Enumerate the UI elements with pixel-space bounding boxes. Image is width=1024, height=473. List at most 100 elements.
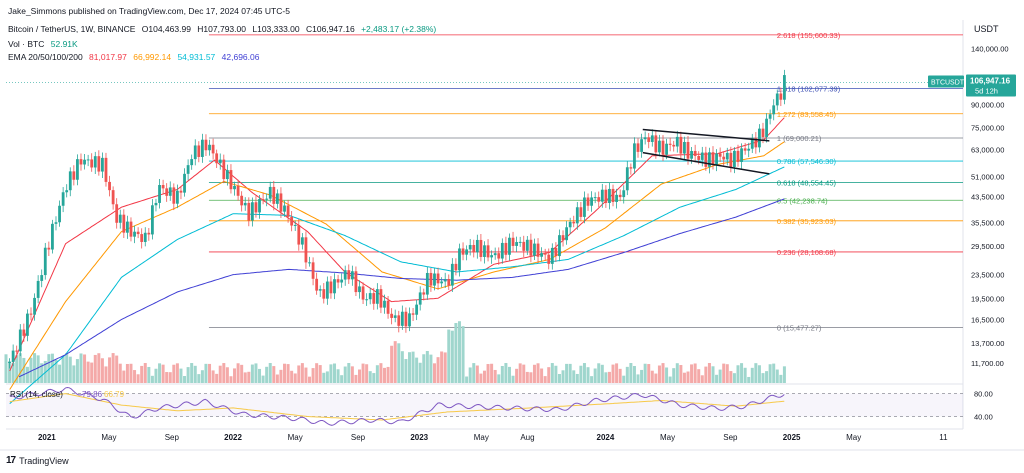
volume-bar — [565, 363, 569, 383]
candle — [683, 141, 686, 154]
volume-bar — [497, 374, 501, 383]
ohlc-low: L103,333.00 — [252, 24, 300, 34]
volume-bar — [586, 367, 590, 383]
candle — [93, 156, 97, 168]
candle — [268, 186, 272, 199]
ema-line-ema100 — [9, 166, 785, 404]
volume-bar — [297, 365, 301, 383]
symbol-title[interactable]: Bitcoin / TetherUS, 1W, BINANCE — [8, 24, 136, 34]
candle — [126, 221, 129, 233]
volume-bar — [90, 362, 94, 383]
volume-bar — [690, 364, 694, 383]
candle — [58, 205, 61, 223]
candle — [761, 128, 765, 138]
volume-bar — [400, 351, 404, 383]
candle — [65, 190, 69, 193]
candle — [443, 278, 447, 282]
candle — [300, 237, 304, 245]
price-tag-value: 106,947.16 — [970, 76, 1011, 85]
volume-bar — [175, 363, 179, 383]
volume-bar — [518, 363, 522, 383]
volume-bar — [193, 365, 197, 383]
volume-bar — [593, 368, 597, 383]
volume-bar — [75, 359, 79, 383]
candle — [197, 145, 201, 157]
date-tick-label: 2025 — [783, 433, 801, 442]
candle — [204, 139, 208, 151]
fib-level-label: 0.618 (48,554.45) — [777, 179, 837, 188]
volume-bar — [300, 363, 304, 383]
volume-bar — [172, 364, 176, 383]
ema-label[interactable]: EMA 20/50/100/200 — [8, 52, 83, 62]
tradingview-logo[interactable]: 17 TradingView — [6, 455, 69, 466]
trend-line[interactable] — [642, 151, 770, 175]
candle — [76, 159, 79, 180]
ema200-value: 42,696.06 — [221, 52, 260, 62]
volume-bar — [111, 353, 115, 383]
candle — [43, 247, 47, 276]
candle — [72, 171, 76, 180]
volume-bar — [622, 375, 626, 383]
volume-bar — [450, 330, 454, 383]
volume-bar — [261, 375, 265, 383]
candle — [500, 242, 504, 259]
candle — [586, 197, 590, 206]
candle — [568, 221, 572, 228]
candle — [722, 156, 726, 160]
currency-label: USDT — [974, 24, 999, 34]
candle — [283, 205, 286, 212]
candle — [518, 241, 522, 243]
volume-bar — [93, 354, 97, 383]
candle — [133, 231, 136, 237]
candle — [22, 329, 26, 336]
candle — [272, 186, 276, 204]
fib-level-label: 0 (15,477.27) — [777, 324, 822, 333]
rsi-tick-label: 80.00 — [974, 390, 993, 399]
trend-line[interactable] — [642, 128, 770, 142]
volume-bar — [322, 372, 326, 383]
volume-bar — [54, 359, 58, 383]
volume-bar — [393, 341, 397, 383]
candle — [629, 167, 633, 169]
rsi-line — [9, 386, 785, 426]
candle — [104, 157, 108, 182]
candle — [468, 244, 472, 250]
candle — [690, 150, 693, 159]
volume-bar — [368, 371, 372, 383]
candle — [575, 207, 579, 224]
rsi-band — [6, 393, 963, 417]
volume-bar — [465, 376, 469, 383]
volume-bar — [675, 363, 679, 383]
date-tick-label: May — [288, 433, 303, 442]
volume-bar — [208, 363, 212, 383]
candle — [115, 204, 119, 223]
ema20-value: 81,017.97 — [89, 52, 127, 62]
volume-bar — [536, 363, 540, 383]
ema-line-ema50 — [9, 141, 785, 390]
price-tag[interactable] — [966, 74, 1016, 97]
candle — [725, 152, 729, 160]
candle — [190, 159, 194, 166]
rsi-ma-line — [9, 393, 785, 421]
volume-bar — [183, 376, 187, 383]
volume-bar — [422, 354, 426, 383]
candle — [697, 155, 701, 160]
candle — [83, 159, 86, 165]
volume-bar — [472, 363, 476, 383]
volume-label[interactable]: Vol · BTC — [8, 39, 45, 49]
candle — [172, 187, 176, 204]
candle — [758, 128, 761, 148]
candle — [340, 279, 344, 283]
candle — [193, 145, 197, 160]
volume-bar — [761, 373, 765, 383]
candle — [679, 136, 683, 154]
rsi-ma-value: 66.79 — [104, 390, 125, 399]
candle — [390, 313, 394, 318]
ema100-value: 54,931.57 — [177, 52, 216, 62]
candle — [643, 137, 647, 140]
volume-bar — [33, 353, 37, 383]
volume-bar — [515, 368, 519, 383]
candle — [450, 263, 454, 286]
candle — [533, 243, 536, 256]
